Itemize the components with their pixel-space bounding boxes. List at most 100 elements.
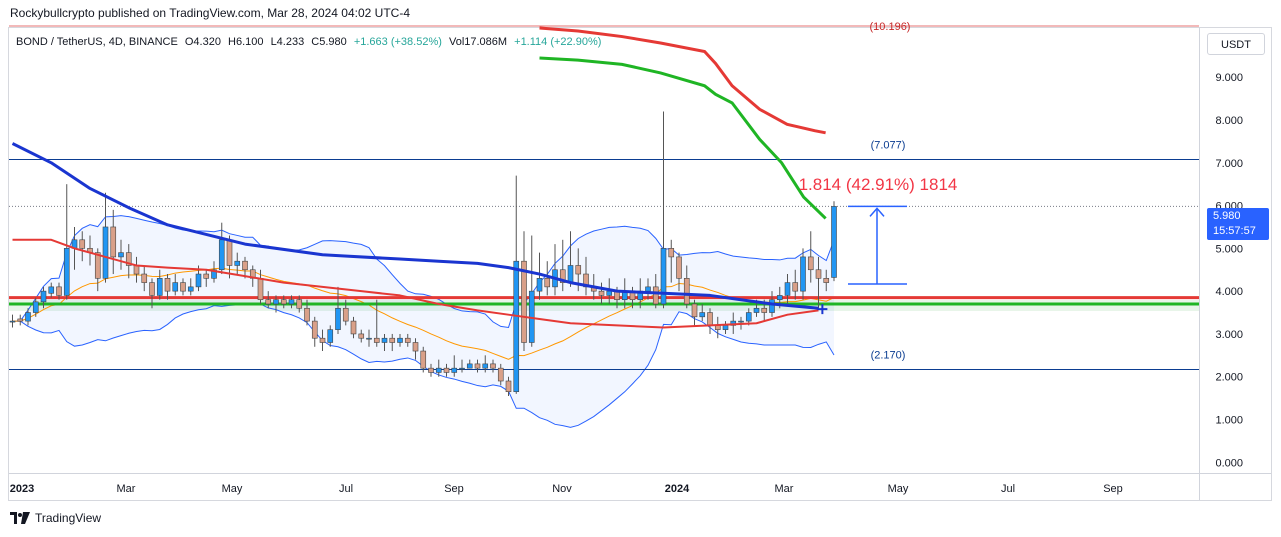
candle	[598, 282, 605, 304]
last-price: 5.980	[1213, 210, 1241, 222]
candle	[319, 329, 326, 352]
candle-body	[381, 337, 388, 343]
candle-body	[404, 337, 411, 343]
candle	[668, 239, 675, 283]
y-tick-label: 7.000	[1215, 158, 1243, 170]
x-tick-label: 2023	[10, 483, 34, 495]
y-tick-label: 1.000	[1215, 415, 1243, 427]
y-tick-label: 0.000	[1215, 457, 1243, 469]
annotations: (10.196) (7.077) (2.170) 1.814 (42.91%) 181…	[799, 21, 958, 361]
y-tick-label: 9.000	[1215, 72, 1243, 84]
candle-body	[141, 273, 148, 283]
bollinger-upper	[12, 215, 835, 328]
candle-body	[366, 337, 372, 340]
candle	[404, 333, 411, 347]
candle-body	[559, 269, 566, 283]
candle	[265, 291, 272, 309]
ma-red-line	[539, 26, 826, 135]
candle	[660, 111, 667, 309]
candle-body	[110, 226, 117, 258]
candle-body	[412, 342, 419, 352]
candle-body	[288, 299, 295, 305]
candle	[40, 286, 47, 309]
candle	[17, 314, 24, 326]
candle-body	[203, 273, 210, 279]
candle	[490, 359, 496, 373]
time-axis: 2023 Mar May Jul Sep Nov 2024 Mar May Jul Sep	[10, 483, 1123, 495]
ma-blue-line	[11, 142, 819, 310]
candle-body	[606, 290, 613, 296]
x-tick-label: Jul	[339, 483, 353, 495]
moving-averages	[11, 26, 828, 329]
candle	[451, 355, 458, 377]
candle-body	[94, 252, 101, 279]
candle	[745, 308, 752, 326]
candle	[823, 269, 830, 292]
candle-body	[428, 367, 434, 373]
legend-volume-change: +1.114 (+22.90%)	[514, 36, 602, 48]
candle-body	[358, 333, 365, 339]
candle	[335, 286, 341, 334]
candle-body	[676, 256, 682, 279]
measure-arrow-head	[869, 207, 885, 217]
legend-volume: Vol17.086M	[448, 36, 508, 48]
candle-body	[350, 320, 357, 335]
x-tick-label: Mar	[117, 483, 136, 495]
candle	[63, 184, 70, 300]
candle	[296, 295, 303, 313]
x-tick-label: Sep	[1103, 483, 1123, 495]
candle-body	[567, 265, 574, 283]
x-tick-label: Nov	[552, 483, 572, 495]
candle-body	[280, 299, 287, 305]
candle-body	[319, 337, 326, 343]
candle-body	[769, 299, 775, 313]
candle-body	[645, 286, 651, 292]
candle-body	[311, 320, 318, 339]
candle-body	[304, 307, 310, 322]
candle	[505, 376, 512, 396]
candle	[683, 265, 690, 309]
candle-body	[234, 260, 241, 266]
footer-brand[interactable]: TradingView	[10, 511, 101, 525]
candle-body	[668, 248, 675, 258]
candle	[180, 278, 186, 296]
candle	[342, 299, 349, 326]
candle-body	[815, 269, 822, 279]
legend-change: +1.663 (+38.52%)	[353, 36, 442, 48]
candle-body	[776, 295, 783, 301]
candle	[25, 308, 31, 326]
candle-body	[218, 239, 225, 271]
candle-body	[660, 248, 667, 305]
currency-button[interactable]: USDT	[1207, 33, 1265, 55]
crosshair-marker	[817, 304, 828, 315]
candle	[381, 333, 388, 352]
candle-body	[505, 380, 512, 393]
candle	[311, 316, 318, 347]
candle	[676, 252, 682, 292]
y-tick-label: 4.000	[1215, 286, 1243, 298]
candle	[288, 295, 295, 309]
candle-body	[784, 282, 791, 296]
x-tick-label: May	[888, 483, 909, 495]
candle	[234, 252, 241, 275]
candle-body	[466, 363, 473, 369]
y-tick-label: 5.000	[1215, 243, 1243, 255]
candle	[435, 359, 442, 377]
candle-body	[327, 329, 334, 343]
candle-body	[296, 299, 303, 309]
bollinger-bands	[12, 215, 835, 428]
candle	[172, 274, 179, 296]
candle-body	[9, 320, 16, 323]
candle-body	[722, 325, 729, 330]
candle	[528, 235, 535, 347]
x-tick-label: May	[222, 483, 243, 495]
candle	[389, 333, 396, 352]
candle-body	[373, 337, 380, 343]
candle-body	[211, 269, 217, 279]
candle-body	[459, 367, 465, 370]
candle	[242, 256, 248, 279]
candle	[544, 261, 551, 296]
x-tick-label: Sep	[444, 483, 464, 495]
candle	[110, 209, 117, 275]
